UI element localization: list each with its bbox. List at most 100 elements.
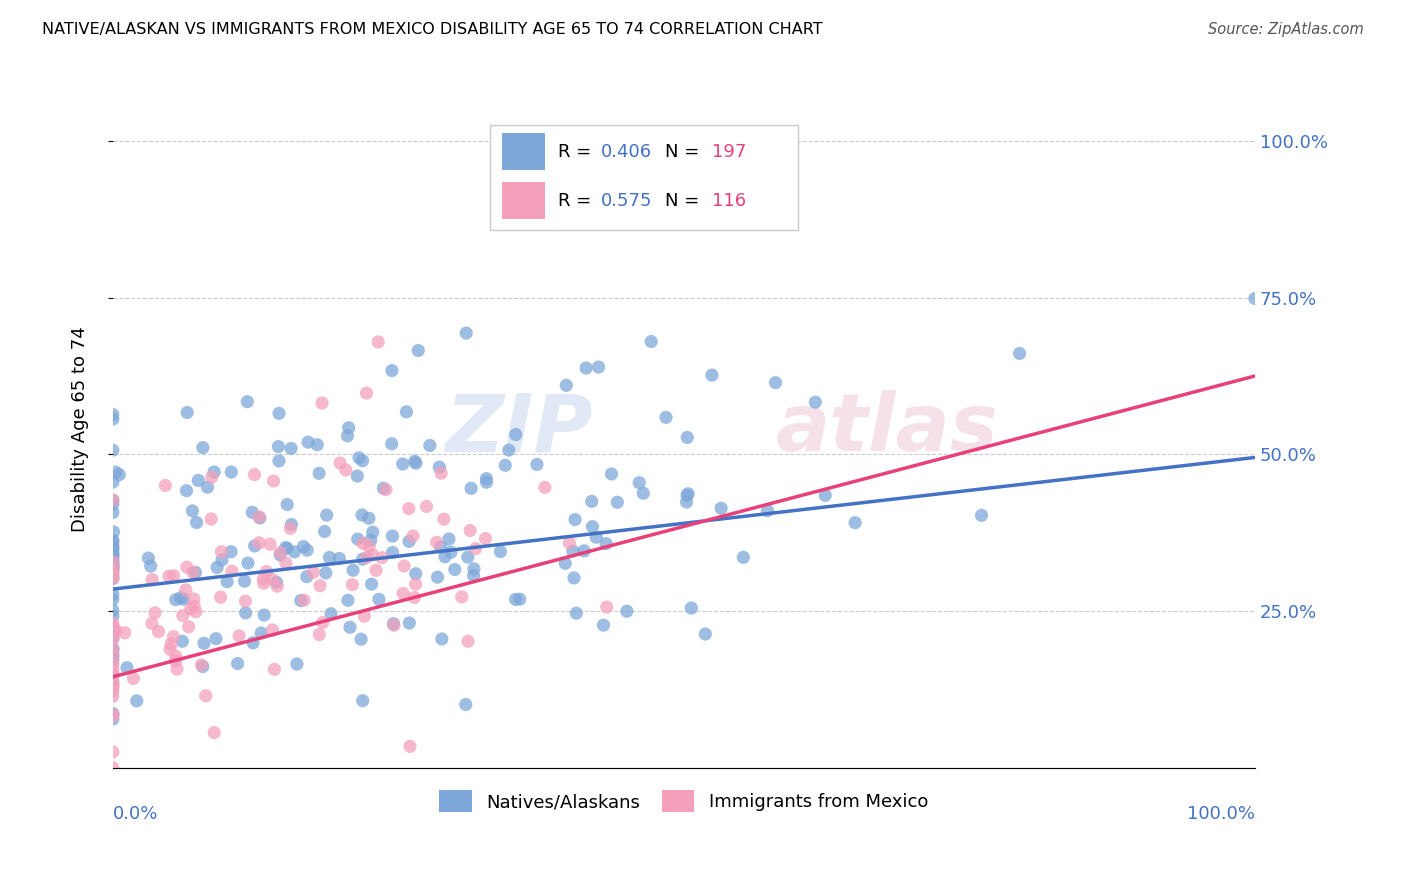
- Point: [346, 532, 368, 546]
- Point: [101, 609, 124, 624]
- Point: [352, 694, 374, 708]
- Point: [191, 441, 214, 455]
- Point: [166, 662, 188, 676]
- Point: [357, 511, 380, 525]
- Point: [274, 556, 297, 570]
- Point: [342, 563, 364, 577]
- Point: [247, 509, 270, 524]
- Point: [172, 592, 194, 607]
- Point: [339, 620, 361, 634]
- Point: [101, 566, 124, 581]
- Point: [101, 562, 124, 576]
- Point: [373, 481, 395, 495]
- Point: [581, 519, 603, 533]
- Point: [426, 570, 449, 584]
- Point: [165, 592, 187, 607]
- Point: [804, 395, 827, 409]
- Point: [509, 592, 531, 607]
- Point: [101, 533, 124, 548]
- Point: [101, 619, 124, 633]
- Point: [430, 632, 453, 646]
- Point: [405, 577, 427, 591]
- Point: [103, 524, 125, 539]
- Point: [169, 591, 191, 605]
- Point: [463, 568, 485, 582]
- Point: [308, 627, 330, 641]
- Point: [371, 550, 394, 565]
- Point: [454, 698, 477, 712]
- Point: [375, 483, 398, 497]
- Point: [346, 469, 368, 483]
- Point: [235, 594, 257, 608]
- Point: [256, 565, 278, 579]
- Point: [312, 615, 335, 630]
- Point: [180, 602, 202, 616]
- Point: [655, 410, 678, 425]
- Point: [596, 600, 619, 615]
- Point: [628, 475, 651, 490]
- Point: [101, 625, 124, 640]
- Point: [235, 606, 257, 620]
- Point: [226, 657, 249, 671]
- Point: [101, 592, 124, 607]
- Point: [640, 334, 662, 349]
- Point: [236, 556, 259, 570]
- Point: [176, 483, 198, 498]
- Point: [606, 495, 628, 509]
- Point: [562, 571, 585, 585]
- Point: [437, 532, 460, 546]
- Point: [253, 608, 276, 623]
- Point: [266, 575, 288, 590]
- Point: [101, 626, 124, 640]
- Point: [329, 456, 352, 470]
- Point: [263, 474, 285, 488]
- Point: [181, 504, 204, 518]
- Point: [101, 761, 124, 775]
- Point: [381, 436, 404, 450]
- Point: [681, 601, 703, 615]
- Point: [274, 541, 297, 555]
- Text: ZIP: ZIP: [446, 391, 592, 468]
- Point: [202, 465, 225, 479]
- Point: [205, 560, 228, 574]
- Point: [240, 505, 263, 519]
- Y-axis label: Disability Age 65 to 74: Disability Age 65 to 74: [72, 326, 89, 533]
- Text: NATIVE/ALASKAN VS IMMIGRANTS FROM MEXICO DISABILITY AGE 65 TO 74 CORRELATION CHA: NATIVE/ALASKAN VS IMMIGRANTS FROM MEXICO…: [42, 22, 823, 37]
- Point: [280, 521, 302, 535]
- Point: [122, 672, 145, 686]
- Point: [276, 541, 298, 556]
- Point: [381, 545, 404, 559]
- Point: [114, 625, 136, 640]
- Point: [970, 508, 993, 523]
- Point: [269, 548, 291, 562]
- Point: [315, 566, 337, 580]
- Point: [489, 544, 512, 558]
- Text: 0.0%: 0.0%: [112, 805, 159, 823]
- Point: [101, 641, 124, 656]
- Point: [347, 450, 370, 465]
- Point: [108, 467, 131, 482]
- Point: [463, 562, 485, 576]
- Point: [101, 558, 124, 572]
- Point: [302, 566, 325, 580]
- Point: [177, 620, 200, 634]
- Point: [219, 465, 242, 479]
- Point: [193, 636, 215, 650]
- Point: [575, 361, 598, 376]
- Point: [1244, 292, 1267, 306]
- Point: [350, 632, 373, 647]
- Point: [162, 630, 184, 644]
- Point: [335, 463, 357, 477]
- Point: [352, 536, 374, 550]
- Point: [104, 465, 127, 479]
- Point: [295, 569, 318, 583]
- Point: [505, 427, 527, 442]
- Point: [101, 533, 124, 548]
- Point: [307, 438, 329, 452]
- Point: [209, 591, 232, 605]
- Point: [460, 481, 482, 495]
- Point: [1008, 346, 1031, 360]
- Point: [101, 624, 124, 638]
- Point: [395, 405, 418, 419]
- Point: [361, 525, 384, 540]
